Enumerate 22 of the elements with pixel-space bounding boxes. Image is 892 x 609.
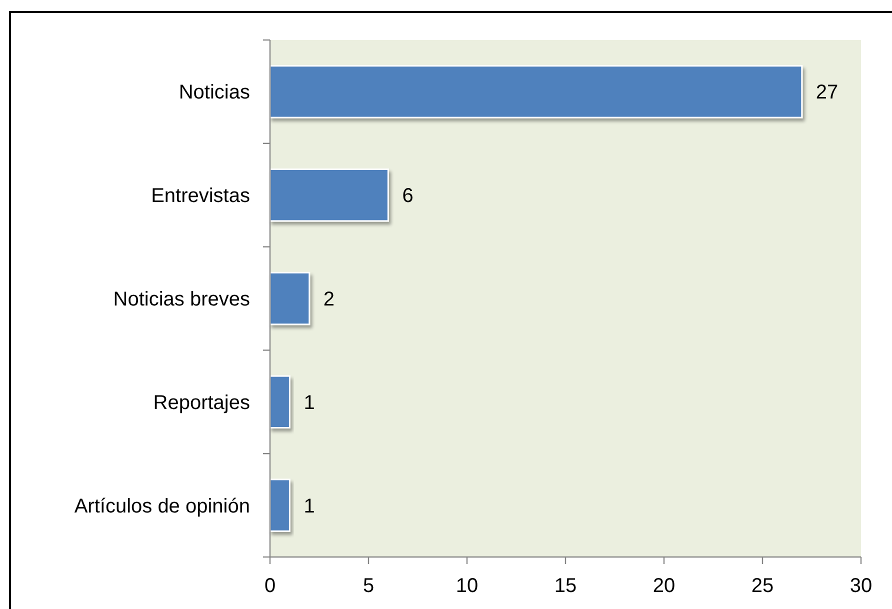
y-tick-label: Entrevistas — [151, 185, 250, 208]
bar — [269, 65, 803, 118]
data-label: 2 — [323, 288, 335, 310]
y-tick-label: Noticias — [178, 82, 250, 104]
x-tick-label: 25 — [751, 575, 774, 597]
y-tick-label: Noticias breves — [113, 288, 250, 310]
x-tick-label: 30 — [850, 575, 872, 597]
bar — [269, 478, 290, 532]
y-tick-label: Reportajes — [153, 392, 250, 414]
y-tick-label: Artículos de opinión — [74, 495, 250, 518]
x-tick-label: 5 — [362, 575, 374, 597]
bar — [269, 168, 389, 222]
bar — [269, 272, 310, 326]
x-tick-label: 10 — [456, 575, 478, 597]
data-label: 27 — [816, 82, 838, 104]
x-tick-label: 0 — [264, 575, 276, 597]
data-label: 1 — [304, 495, 315, 518]
data-label: 1 — [304, 392, 315, 414]
bar — [269, 375, 290, 428]
x-tick-label: 15 — [554, 575, 577, 597]
x-tick-label: 20 — [652, 575, 676, 597]
data-label: 6 — [402, 185, 414, 208]
